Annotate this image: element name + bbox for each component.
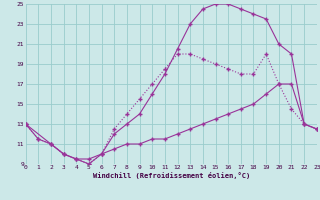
X-axis label: Windchill (Refroidissement éolien,°C): Windchill (Refroidissement éolien,°C) <box>92 172 250 179</box>
